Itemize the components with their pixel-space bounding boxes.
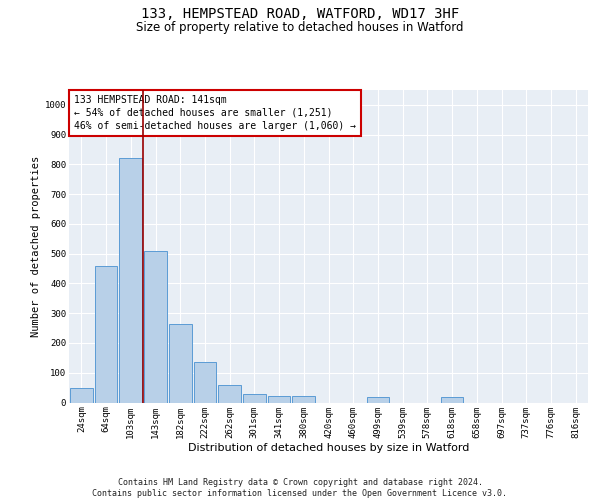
Bar <box>95 266 118 402</box>
Bar <box>268 396 290 402</box>
X-axis label: Distribution of detached houses by size in Watford: Distribution of detached houses by size … <box>188 443 469 453</box>
Bar <box>169 324 191 402</box>
Bar <box>194 362 216 403</box>
Bar <box>441 397 463 402</box>
Bar <box>119 158 142 402</box>
Y-axis label: Number of detached properties: Number of detached properties <box>31 156 41 337</box>
Text: Contains HM Land Registry data © Crown copyright and database right 2024.
Contai: Contains HM Land Registry data © Crown c… <box>92 478 508 498</box>
Bar <box>144 250 167 402</box>
Text: Size of property relative to detached houses in Watford: Size of property relative to detached ho… <box>136 21 464 34</box>
Text: 133, HEMPSTEAD ROAD, WATFORD, WD17 3HF: 133, HEMPSTEAD ROAD, WATFORD, WD17 3HF <box>141 8 459 22</box>
Bar <box>218 384 241 402</box>
Bar <box>243 394 266 402</box>
Text: 133 HEMPSTEAD ROAD: 141sqm
← 54% of detached houses are smaller (1,251)
46% of s: 133 HEMPSTEAD ROAD: 141sqm ← 54% of deta… <box>74 94 356 131</box>
Bar <box>70 388 93 402</box>
Bar <box>367 397 389 402</box>
Bar <box>292 396 315 402</box>
